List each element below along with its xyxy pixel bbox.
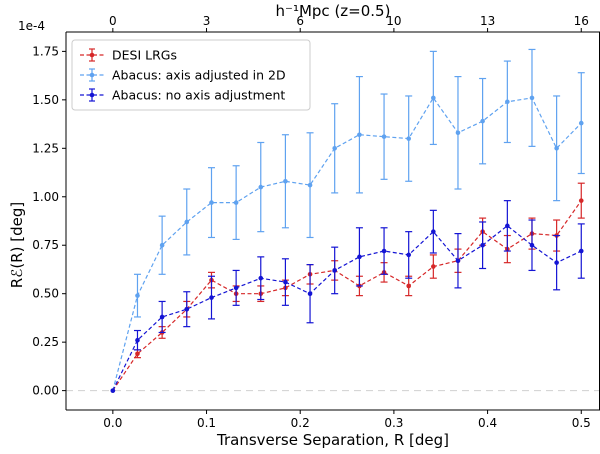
data-point (431, 264, 436, 269)
ticks: 0.0 0.1 0.2 0.3 0.4 0.5 0.00 0.25 0.50 0.75 1.00 1.… (32, 14, 591, 430)
data-point (135, 337, 140, 343)
y-tick-label: 0.75 (32, 238, 59, 252)
y-tick-label: 1.75 (32, 44, 59, 58)
top-tick-label: 16 (574, 14, 589, 28)
legend-box (71, 39, 311, 111)
data-point (455, 258, 461, 264)
data-point (505, 223, 510, 229)
data-point (357, 132, 362, 138)
legend: DESI LRGs Abacus: axis adjusted in 2D Abac… (71, 39, 311, 111)
data-point (480, 242, 485, 248)
data-point (554, 260, 559, 265)
data-point (209, 200, 214, 205)
legend-label: DESI LRGs (112, 48, 177, 63)
y-tick-label: 1.50 (32, 93, 59, 107)
data-point (233, 200, 239, 205)
top-tick-label: 13 (480, 14, 495, 28)
data-point (159, 314, 165, 320)
top-tick-label: 10 (386, 14, 401, 28)
legend-swatch-point (89, 92, 95, 98)
data-point (332, 146, 337, 151)
data-point (431, 229, 436, 234)
legend-label: Abacus: axis adjusted in 2D (112, 68, 286, 83)
data-point (480, 118, 485, 124)
x-tick-label: 0.5 (572, 416, 591, 430)
data-point (357, 254, 362, 260)
data-point (209, 295, 214, 300)
y-tick-label: 0.25 (32, 335, 59, 349)
data-point (332, 268, 337, 273)
series-line (112, 200, 582, 391)
legend-label: Abacus: no axis adjustment (112, 88, 285, 103)
series-3 (110, 200, 585, 393)
y-tick-label: 1.25 (32, 141, 59, 155)
top-tick-label: 3 (203, 14, 211, 28)
data-point (307, 291, 313, 296)
data-point (431, 95, 436, 101)
data-point (283, 178, 288, 184)
data-point (578, 248, 584, 254)
data-point (135, 351, 140, 357)
series-layer (110, 48, 585, 393)
data-point (307, 182, 313, 188)
data-point (159, 242, 165, 248)
data-point (529, 242, 535, 248)
data-point (529, 95, 535, 101)
series-2 (110, 48, 585, 393)
x-tick-label: 0.2 (291, 416, 310, 430)
top-tick-label: 0 (109, 14, 117, 28)
legend-swatch-point (89, 52, 95, 58)
data-point (283, 279, 288, 285)
data-point (455, 130, 461, 136)
data-point (110, 388, 116, 393)
data-point (406, 136, 411, 141)
data-point (554, 146, 559, 151)
x-tick-label: 0.1 (197, 416, 216, 430)
x-axis-label: Transverse Separation, R [deg] (216, 431, 449, 449)
y-scale-label: 1e-4 (18, 19, 45, 33)
data-point (258, 184, 264, 190)
series-line (112, 225, 582, 391)
y-tick-label: 1.00 (32, 190, 59, 204)
data-point (578, 198, 584, 203)
top-axis-label: h⁻¹Mpc (z=0.5) (276, 2, 391, 20)
data-point (184, 306, 190, 312)
data-point (184, 219, 190, 225)
data-point (135, 293, 140, 298)
x-tick-label: 0.0 (103, 416, 122, 430)
data-point (578, 120, 584, 126)
data-point (381, 134, 387, 139)
x-tick-label: 0.3 (384, 416, 403, 430)
legend-swatch-point (89, 72, 95, 78)
top-tick-label: 6 (296, 14, 304, 28)
data-point (505, 99, 510, 105)
y-axis-label: Rℰ(R) [deg] (8, 202, 26, 288)
data-point (406, 283, 411, 289)
data-point (381, 248, 387, 254)
data-point (233, 285, 239, 291)
y-tick-label: 0.00 (32, 384, 59, 398)
data-point (258, 275, 264, 281)
y-tick-label: 0.50 (32, 287, 59, 301)
data-point (406, 252, 411, 258)
x-tick-label: 0.4 (478, 416, 497, 430)
